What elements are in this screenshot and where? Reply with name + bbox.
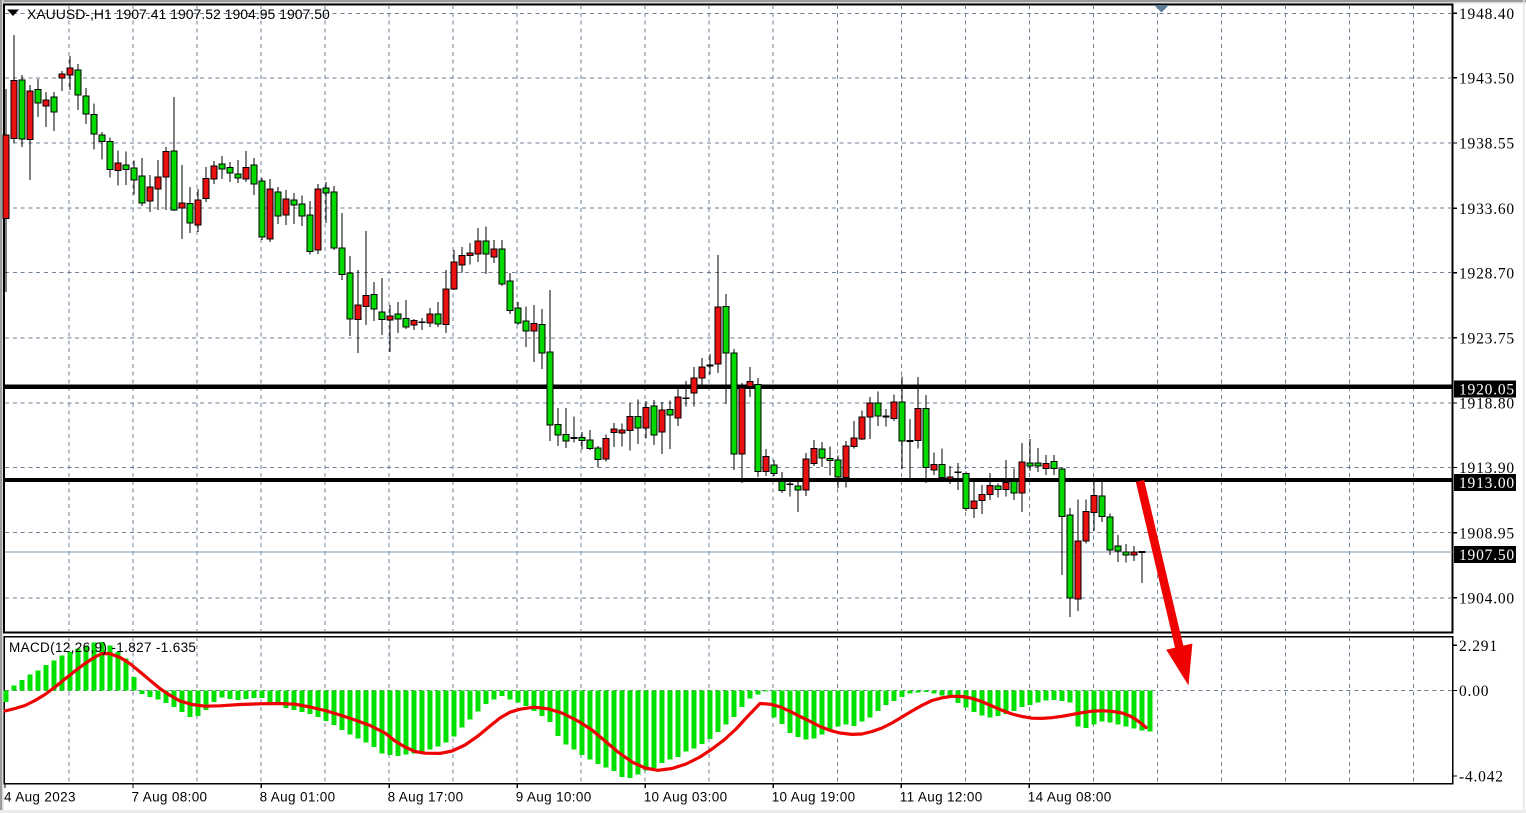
svg-text:10 Aug 03:00: 10 Aug 03:00	[644, 790, 728, 805]
svg-text:10 Aug 19:00: 10 Aug 19:00	[772, 790, 856, 805]
svg-text:-4.042: -4.042	[1459, 769, 1504, 786]
svg-text:MACD(12,26,9) -1.827 -1.635: MACD(12,26,9) -1.827 -1.635	[9, 640, 196, 655]
svg-text:2.291: 2.291	[1459, 638, 1498, 655]
svg-text:1933.60: 1933.60	[1459, 201, 1515, 218]
svg-text:8 Aug 17:00: 8 Aug 17:00	[388, 790, 464, 805]
svg-text:0.00: 0.00	[1459, 683, 1489, 700]
svg-text:14 Aug 08:00: 14 Aug 08:00	[1028, 790, 1112, 805]
svg-text:1943.50: 1943.50	[1459, 71, 1515, 88]
svg-text:1938.55: 1938.55	[1459, 136, 1515, 153]
svg-text:7 Aug 08:00: 7 Aug 08:00	[132, 790, 208, 805]
svg-text:1918.80: 1918.80	[1459, 396, 1515, 413]
svg-text:1904.00: 1904.00	[1459, 590, 1515, 607]
svg-text:XAUUSD-,H1 1907.41 1907.52 190: XAUUSD-,H1 1907.41 1907.52 1904.95 1907.…	[27, 6, 330, 22]
svg-text:1920.05: 1920.05	[1459, 382, 1515, 399]
svg-text:11 Aug 12:00: 11 Aug 12:00	[900, 790, 983, 805]
svg-text:1948.40: 1948.40	[1459, 6, 1515, 23]
svg-text:4 Aug 2023: 4 Aug 2023	[4, 790, 76, 805]
svg-text:1908.95: 1908.95	[1459, 525, 1515, 542]
svg-text:1913.90: 1913.90	[1459, 460, 1515, 477]
svg-text:9 Aug 10:00: 9 Aug 10:00	[516, 790, 592, 805]
svg-text:8 Aug 01:00: 8 Aug 01:00	[260, 790, 336, 805]
svg-text:1907.50: 1907.50	[1459, 547, 1515, 564]
svg-text:1928.70: 1928.70	[1459, 265, 1515, 282]
svg-text:1913.00: 1913.00	[1459, 475, 1515, 492]
svg-text:1923.75: 1923.75	[1459, 331, 1515, 348]
